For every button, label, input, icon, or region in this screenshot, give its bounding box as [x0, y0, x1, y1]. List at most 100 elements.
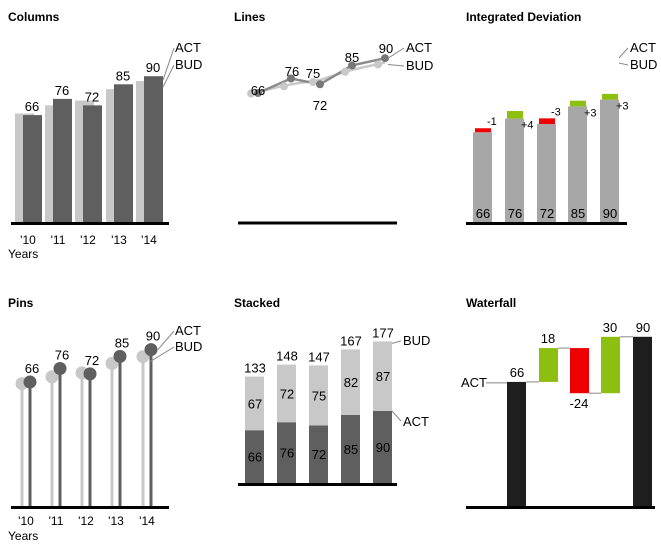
columns-act-bar-1	[53, 98, 72, 222]
waterfall-chart: 66 ACT 18 -24 30 90	[461, 320, 655, 509]
deviation-delta-2	[539, 118, 555, 125]
deviation-delta-label-3: +3	[584, 107, 597, 119]
pins-legend-act-leader	[157, 330, 175, 350]
pins-value-label-1: 76	[55, 348, 69, 363]
stacked-act-seg-2	[309, 425, 328, 483]
columns-act-bar-0	[23, 115, 42, 222]
stacked-total-label-4: 177	[372, 325, 394, 340]
deviation-title: Integrated Deviation	[466, 10, 581, 24]
columns-legend-act-leader	[162, 47, 175, 81]
stacked-legend-act-leader	[391, 410, 402, 422]
lines-bud-point-0	[247, 89, 255, 98]
stacked-act-label-1: 76	[280, 446, 294, 461]
lines-legend-act-leader	[387, 47, 405, 59]
waterfall-step-label-1: -24	[570, 396, 589, 411]
pins-legend-act: ACT	[175, 323, 201, 338]
deviation-delta-4	[602, 93, 618, 100]
lines-value-label-0: 66	[251, 83, 265, 98]
deviation-legend-bud: BUD	[630, 57, 657, 72]
waterfall-step-bar-2	[601, 336, 620, 394]
columns-value-label-1: 76	[55, 83, 69, 98]
deviation-value-label-2: 72	[540, 206, 554, 221]
waterfall-end-bar	[633, 336, 652, 506]
stacked-legend-bud-leader	[391, 340, 402, 344]
pins-legend-bud: BUD	[175, 339, 202, 354]
columns-act-bar-4	[144, 76, 163, 222]
stacked-bud-seg-1	[277, 364, 296, 423]
pins-tick-label-3: '13	[108, 514, 124, 528]
deviation-delta-0	[475, 128, 491, 133]
deviation-delta-label-4: +3	[616, 101, 629, 113]
waterfall-step-bar-0	[539, 348, 558, 382]
stacked-total-label-0: 133	[244, 361, 266, 376]
deviation-delta-label-0: -1	[487, 116, 497, 128]
waterfall-title: Waterfall	[466, 296, 516, 310]
lines-bud-point-1	[280, 82, 288, 91]
stacked-act-seg-4	[373, 411, 392, 483]
stacked-bud-label-1: 72	[280, 386, 294, 401]
lines-act-point-3	[348, 61, 356, 70]
deviation-act-bar-4	[600, 99, 619, 222]
columns-tick-label-2: '12	[80, 233, 96, 247]
lines-title: Lines	[234, 10, 266, 24]
lines-bud-point-2	[309, 77, 317, 86]
lines-value-label-5: 90	[379, 41, 393, 56]
lines-value-label-3: 72	[313, 98, 327, 113]
waterfall-end-value: 90	[636, 320, 650, 335]
deviation-act-bar-3	[568, 106, 587, 222]
lines-legend-bud-leader	[387, 64, 405, 67]
pins-bud-head-1	[45, 370, 59, 384]
lines-legend-act: ACT	[406, 40, 432, 55]
pins-value-label-0: 66	[25, 361, 39, 376]
deviation-legend-act: ACT	[630, 40, 656, 55]
lines-value-label-1: 76	[285, 64, 299, 79]
columns-tick-label-1: '11	[51, 233, 66, 247]
lines-act-point-1	[287, 74, 295, 83]
stacked-act-label-0: 66	[248, 450, 262, 465]
stacked-title: Stacked	[234, 296, 280, 310]
deviation-value-label-4: 90	[603, 206, 617, 221]
lines-act-point-2	[316, 80, 324, 89]
lines-bud-point-4	[374, 60, 382, 69]
deviation-value-label-3: 85	[571, 206, 585, 221]
columns-value-label-0: 66	[25, 99, 39, 114]
pins-tick-label-1: '11	[49, 514, 64, 528]
deviation-act-bar-1	[505, 118, 524, 222]
pins-tick-label-4: '14	[139, 514, 155, 528]
stacked-bud-label-4: 87	[376, 369, 390, 384]
deviation-value-label-0: 66	[476, 206, 490, 221]
pins-tick-label-0: '10	[18, 514, 34, 528]
columns-tick-label-0: '10	[20, 233, 36, 247]
stacked-bud-label-2: 75	[312, 388, 326, 403]
columns-tick-label-3: '13	[111, 233, 127, 247]
columns-tick-label-4: '14	[141, 233, 157, 247]
stacked-bud-seg-3	[341, 349, 360, 415]
lines-chart: 66 76 75 72 85 90 ACT BUD	[238, 40, 433, 225]
deviation-delta-label-2: -3	[551, 106, 561, 118]
waterfall-start-label: ACT	[461, 375, 487, 390]
waterfall-start-bar	[507, 381, 526, 506]
stacked-act-seg-1	[277, 422, 296, 483]
columns-act-bar-3	[114, 84, 133, 222]
columns-value-label-4: 90	[146, 60, 160, 75]
columns-xlabel: Years	[8, 247, 38, 261]
waterfall-step-label-0: 18	[541, 331, 555, 346]
deviation-act-bar-0	[473, 132, 492, 222]
waterfall-start-value: 66	[510, 365, 524, 380]
stacked-legend-act: ACT	[403, 414, 429, 429]
stacked-bud-label-3: 82	[344, 375, 358, 390]
columns-legend-act: ACT	[175, 40, 201, 55]
pins-act-head-2	[83, 367, 97, 381]
stacked-bud-seg-4	[373, 341, 392, 411]
stacked-act-label-4: 90	[376, 440, 390, 455]
stacked-act-seg-3	[341, 415, 360, 483]
columns-act-bar-2	[83, 105, 102, 222]
pins-value-label-4: 90	[146, 329, 160, 344]
deviation-delta-3	[570, 100, 586, 107]
lines-value-label-4: 85	[345, 50, 359, 65]
pins-act-head-1	[53, 362, 67, 375]
stacked-total-label-3: 167	[340, 333, 362, 348]
columns-title: Columns	[8, 10, 60, 24]
